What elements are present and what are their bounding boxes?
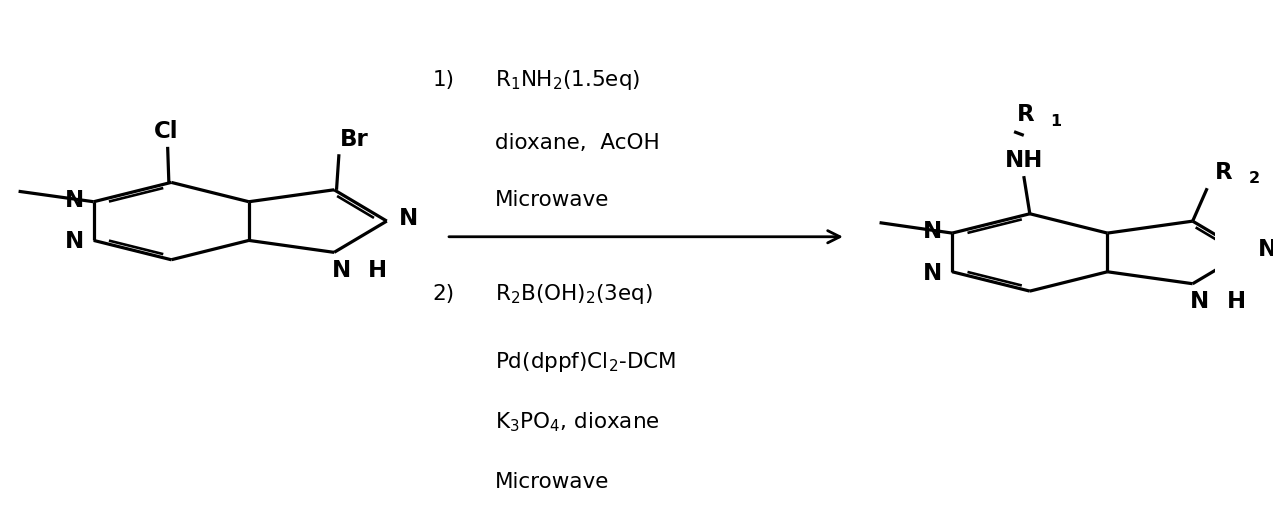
- Text: Cl: Cl: [154, 120, 178, 143]
- Text: 2: 2: [1249, 170, 1259, 186]
- Text: Pd(dppf)Cl$_2$-DCM: Pd(dppf)Cl$_2$-DCM: [495, 350, 676, 374]
- Text: 2): 2): [433, 284, 454, 304]
- Text: R: R: [1214, 160, 1232, 184]
- Text: H: H: [1227, 290, 1246, 313]
- Text: N: N: [332, 259, 351, 281]
- Text: K$_3$PO$_4$, dioxane: K$_3$PO$_4$, dioxane: [495, 410, 659, 434]
- Text: N: N: [65, 230, 84, 253]
- Text: Microwave: Microwave: [495, 473, 608, 492]
- Text: 1: 1: [1050, 114, 1062, 129]
- Text: Br: Br: [340, 127, 369, 151]
- Text: R$_1$NH$_2$(1.5eq): R$_1$NH$_2$(1.5eq): [495, 68, 640, 92]
- Text: R: R: [1017, 104, 1034, 126]
- Text: N: N: [398, 207, 418, 230]
- Text: N: N: [923, 262, 942, 285]
- Text: N: N: [1258, 238, 1273, 261]
- Text: R$_2$B(OH)$_2$(3eq): R$_2$B(OH)$_2$(3eq): [495, 282, 652, 306]
- Text: N: N: [65, 189, 84, 212]
- Text: N: N: [923, 220, 942, 243]
- Text: 1): 1): [433, 70, 454, 90]
- Text: Microwave: Microwave: [495, 190, 608, 210]
- Text: NH: NH: [1004, 149, 1043, 172]
- Text: H: H: [368, 259, 387, 281]
- Text: dioxane,  AcOH: dioxane, AcOH: [495, 133, 659, 153]
- Text: N: N: [1190, 290, 1209, 313]
